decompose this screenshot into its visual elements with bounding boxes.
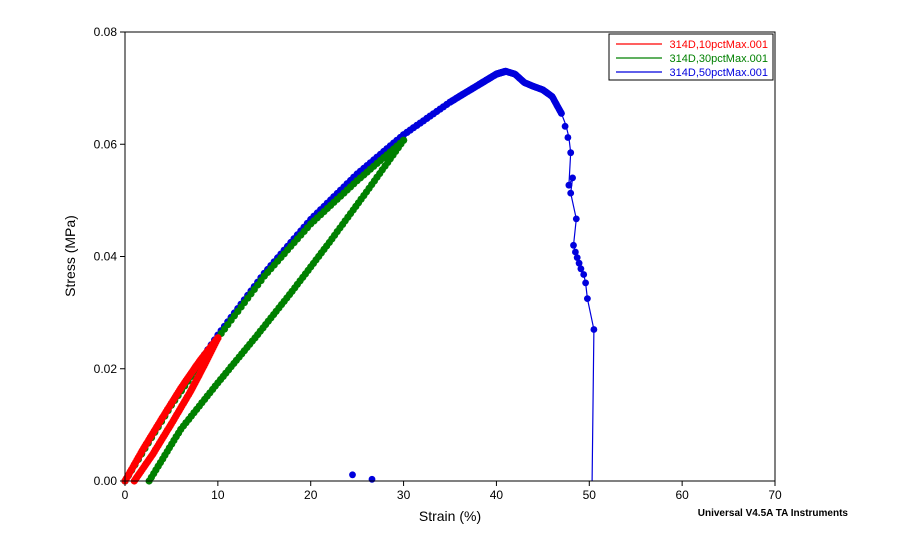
x-axis-title: Strain (%) [419, 508, 481, 524]
legend-label: 314D,30pctMax.001 [670, 53, 768, 65]
series-marker [368, 475, 376, 483]
y-tick-label: 0.04 [94, 250, 118, 264]
x-tick-label: 10 [211, 488, 225, 502]
series-marker [575, 259, 583, 267]
series-marker [565, 181, 573, 189]
series-unloading-points [130, 334, 222, 485]
x-tick-label: 30 [397, 488, 411, 502]
series-marker [590, 326, 598, 333]
series-marker [582, 279, 589, 287]
series-marker [564, 134, 572, 141]
series-marker [580, 271, 588, 278]
series-marker [569, 174, 576, 182]
x-tick-label: 60 [675, 488, 689, 502]
series-marker [558, 110, 565, 117]
axis-layer: 0 10 20 30 40 50 60 70 0.00 0.02 0.04 0.06 0.08 [94, 25, 782, 502]
legend: 314D,10pctMax.001 314D,30pctMax.001 314D,5… [608, 33, 774, 81]
x-tick-label: 0 [122, 488, 129, 502]
series-decline-points [502, 67, 565, 117]
series-marker [567, 189, 575, 197]
legend-items: 314D,10pctMax.001 314D,30pctMax.001 314D,5… [616, 39, 768, 79]
series-marker [570, 241, 577, 249]
plot-layer [121, 67, 598, 485]
series-marker [572, 215, 580, 223]
series-marker [573, 254, 581, 261]
footer-text: Universal V4.5A TA Instruments [698, 508, 849, 519]
y-tick-label: 0.08 [94, 25, 118, 39]
y-tick-label: 0.02 [94, 362, 118, 376]
series-rise-points [121, 67, 510, 485]
x-tick-label: 20 [304, 488, 318, 502]
y-axis-title: Stress (MPa) [62, 215, 78, 297]
series-marker [584, 295, 591, 302]
x-tick-label: 70 [768, 488, 782, 502]
series-line [124, 70, 595, 482]
series-marker [577, 265, 585, 273]
y-tick-label: 0.06 [94, 137, 118, 151]
x-tick-label: 40 [490, 488, 504, 502]
y-tick-label: 0.00 [94, 474, 118, 488]
legend-label: 314D,10pctMax.001 [670, 39, 768, 51]
series-marker [567, 149, 575, 157]
series-unloading-points [145, 136, 408, 485]
legend-label: 314D,50pctMax.001 [670, 67, 768, 79]
series-marker [349, 471, 356, 479]
series-marker [561, 122, 569, 130]
x-tick-label: 50 [583, 488, 597, 502]
series-marker [572, 248, 579, 256]
